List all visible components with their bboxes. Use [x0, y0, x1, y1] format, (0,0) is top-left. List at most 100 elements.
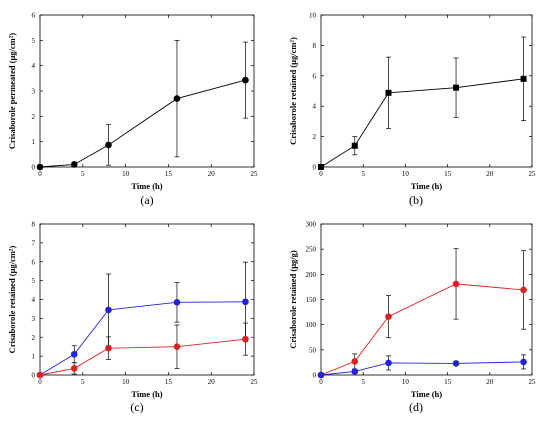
data-point: [36, 163, 44, 171]
data-point: [173, 343, 181, 350]
y-tick-label: 4: [32, 62, 36, 70]
data-point: [520, 75, 527, 82]
y-tick-label: 8: [313, 42, 317, 50]
y-tick-label: 5: [32, 37, 36, 45]
data-point: [173, 95, 181, 102]
x-axis-label: Time (h): [131, 389, 162, 399]
data-point: [520, 358, 527, 366]
series-1: [36, 261, 249, 379]
x-tick-label: 10: [122, 378, 130, 386]
y-tick-label: 50: [309, 346, 317, 354]
data-point: [70, 365, 78, 372]
data-point: [70, 350, 78, 358]
y-tick-label: 6: [313, 72, 317, 80]
x-tick-label: 0: [319, 170, 323, 178]
y-tick-label: 150: [306, 296, 317, 304]
y-tick-label: 0: [32, 372, 36, 380]
data-point: [105, 141, 112, 149]
series-2: [317, 354, 527, 379]
panel-label: (b): [409, 193, 423, 207]
data-point: [105, 306, 112, 314]
y-tick-label: 4: [32, 296, 36, 304]
panel-label: (c): [130, 400, 143, 414]
x-axis-label: Time (h): [131, 181, 162, 191]
y-tick-label: 0: [313, 372, 317, 380]
x-tick-label: 20: [208, 170, 216, 178]
data-point: [351, 368, 359, 375]
x-tick-label: 10: [402, 378, 410, 386]
data-point: [452, 360, 460, 367]
x-tick-label: 10: [122, 170, 130, 178]
series-line: [39, 79, 246, 168]
plot-frame: [320, 223, 533, 376]
x-tick-label: 25: [251, 170, 259, 178]
chart-panel-3: 0 5 10 15 20 25 0 1 2 3 4 5 6 7 8 Time (h) Crisaborole r…: [7, 221, 258, 415]
y-tick-label: 300: [306, 221, 317, 229]
series-line: [39, 301, 246, 376]
y-tick-label: 3: [32, 315, 36, 323]
x-tick-label: 5: [361, 170, 365, 178]
y-tick-label: 5: [32, 277, 36, 285]
y-tick-label: 8: [32, 221, 36, 229]
data-point: [452, 280, 460, 288]
x-tick-label: 0: [319, 378, 323, 386]
y-tick-label: 2: [313, 133, 317, 141]
data-point: [453, 84, 460, 91]
series-line: [39, 338, 246, 376]
y-axis-label: Crisaborole retained (μg/cm²): [7, 246, 17, 354]
x-tick-label: 0: [38, 170, 42, 178]
x-tick-label: 15: [444, 378, 452, 386]
x-tick-label: 25: [529, 378, 537, 386]
y-tick-label: 2: [32, 334, 36, 342]
data-point: [385, 359, 392, 367]
panel-label: (d): [409, 400, 423, 414]
y-tick-label: 10: [309, 12, 317, 20]
x-tick-label: 10: [402, 170, 410, 178]
data-point: [173, 299, 181, 306]
x-tick-label: 15: [444, 170, 452, 178]
data-point: [36, 371, 44, 379]
series-1: [318, 36, 527, 170]
y-tick-label: 0: [32, 164, 36, 172]
x-axis-label: Time (h): [411, 389, 442, 399]
data-point: [318, 164, 324, 170]
series-line: [320, 361, 524, 376]
y-tick-label: 250: [306, 246, 317, 254]
data-point: [317, 371, 325, 379]
x-tick-label: 25: [529, 170, 537, 178]
y-tick-label: 4: [313, 103, 317, 111]
y-axis-label: Crisaborole permeated (μg/cm²): [7, 33, 17, 149]
x-tick-label: 0: [38, 378, 42, 386]
y-tick-label: 3: [32, 88, 36, 96]
chart-panel-1: 0 5 10 15 20 25 0 1 2 3 4 5 6 Time (h) Crisaborole per…: [7, 12, 258, 208]
series-line: [320, 283, 524, 376]
y-tick-label: 6: [32, 12, 36, 20]
data-point: [351, 358, 359, 365]
x-tick-label: 25: [251, 378, 259, 386]
x-tick-label: 15: [165, 170, 173, 178]
data-point: [70, 161, 78, 168]
series-2: [36, 322, 249, 379]
data-point: [520, 286, 527, 294]
data-point: [351, 142, 358, 149]
data-point: [105, 344, 112, 352]
y-tick-label: 0: [313, 164, 317, 172]
plot-frame: [39, 14, 255, 168]
x-tick-label: 5: [81, 170, 85, 178]
series-line: [320, 78, 524, 168]
x-tick-label: 5: [361, 378, 365, 386]
x-tick-label: 5: [81, 378, 85, 386]
data-point: [242, 76, 249, 84]
y-tick-label: 2: [32, 113, 36, 121]
y-tick-label: 1: [32, 353, 36, 361]
x-tick-label: 20: [486, 170, 494, 178]
y-axis-label: Crisaborole retained (μg/cm²): [288, 37, 298, 145]
x-tick-label: 20: [486, 378, 494, 386]
series-1: [317, 248, 527, 379]
data-point: [385, 89, 392, 96]
x-tick-label: 20: [208, 378, 216, 386]
data-point: [242, 298, 249, 306]
